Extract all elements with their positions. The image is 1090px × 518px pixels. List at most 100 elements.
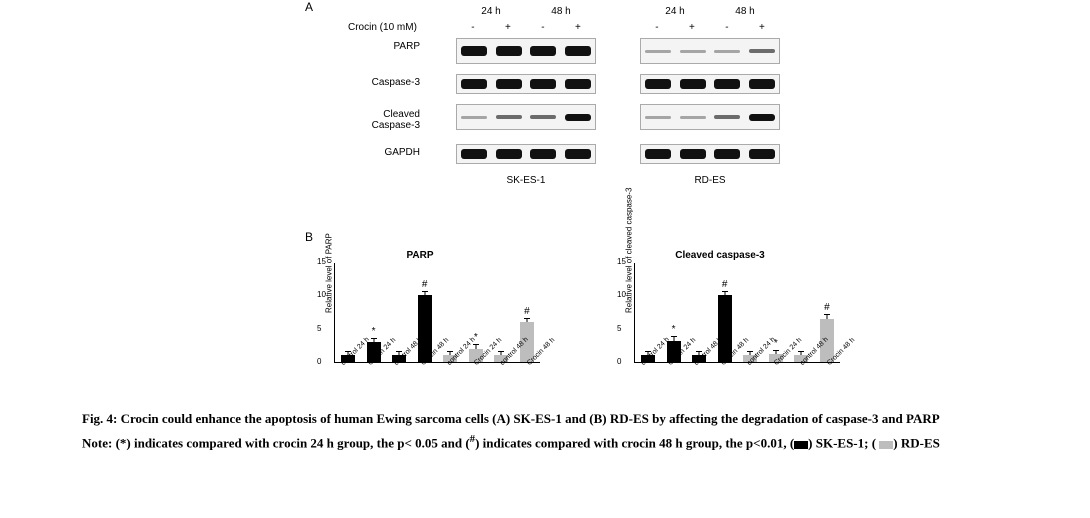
x-tick-label: Crocin 48 h	[526, 352, 541, 367]
y-tick: 0	[617, 357, 621, 366]
row-label-ccasp3: Cleaved Caspase-3	[310, 110, 420, 131]
x-tick-label: control 48 h	[499, 352, 514, 367]
treatment-signs-rd: - + - +	[640, 22, 780, 33]
band	[461, 149, 487, 159]
th-24: 24 h	[481, 6, 500, 17]
x-tick-label: Crocin 24 h	[773, 352, 788, 367]
cell-line-sk: SK-ES-1	[456, 175, 596, 186]
error-cap	[722, 291, 728, 292]
error-bar	[475, 345, 476, 348]
band	[565, 114, 591, 121]
y-tick: 10	[617, 290, 626, 299]
error-cap	[773, 350, 779, 351]
treatment-row-label: Crocin (10 mM)	[348, 22, 417, 33]
band	[680, 149, 706, 159]
y-tick: 15	[617, 257, 626, 266]
band	[530, 149, 556, 159]
swatch-rd-icon	[879, 441, 893, 449]
blot-sk-casp3	[456, 74, 596, 94]
x-tick-label: control 48 h	[693, 352, 708, 367]
x-tick-label: control 48 h	[799, 352, 814, 367]
band	[645, 149, 671, 159]
band	[461, 79, 487, 89]
row-label-gapdh: GAPDH	[310, 148, 420, 159]
band	[645, 50, 671, 53]
x-tick-label: Crocin 24 h	[367, 352, 382, 367]
row-label-parp: PARP	[310, 42, 420, 53]
band	[645, 116, 671, 119]
band	[530, 79, 556, 89]
band	[565, 46, 591, 56]
band	[530, 46, 556, 56]
significance-marker: *	[372, 326, 376, 337]
error-cap	[798, 351, 804, 352]
error-cap	[473, 344, 479, 345]
x-tick-label: control 24 h	[340, 352, 355, 367]
time-headers-sk: 24 h 48 h	[456, 6, 596, 17]
error-cap	[671, 336, 677, 337]
band	[680, 116, 706, 119]
band	[680, 50, 706, 53]
panel-b-label: B	[305, 230, 313, 244]
caption-note: Note: (*) indicates compared with crocin…	[82, 432, 982, 453]
blot-sk-ccasp3	[456, 104, 596, 130]
band	[714, 115, 740, 119]
error-bar	[724, 292, 725, 295]
chart-title: Cleaved caspase-3	[600, 250, 840, 261]
error-cap	[524, 318, 530, 319]
error-bar	[826, 315, 827, 318]
band	[496, 79, 522, 89]
x-tick-label: Crocin 48 h	[420, 352, 435, 367]
y-tick: 15	[317, 257, 326, 266]
error-bar	[526, 319, 527, 322]
y-tick: 5	[617, 324, 621, 333]
blot-rd-ccasp3	[640, 104, 780, 130]
band	[714, 79, 740, 89]
th-48-r: 48 h	[735, 6, 754, 17]
error-bar	[673, 337, 674, 340]
significance-marker: #	[824, 302, 830, 313]
y-axis-label: Relative level of PARP	[325, 233, 334, 313]
cell-line-rd: RD-ES	[640, 175, 780, 186]
band	[565, 149, 591, 159]
time-headers-rd: 24 h 48 h	[640, 6, 780, 17]
th-48: 48 h	[551, 6, 570, 17]
error-bar	[424, 292, 425, 295]
row-label-casp3: Caspase-3	[310, 78, 420, 89]
x-tick-label: control 48 h	[393, 352, 408, 367]
blot-sk-parp	[456, 38, 596, 64]
error-cap	[747, 351, 753, 352]
band	[496, 115, 522, 119]
band	[714, 149, 740, 159]
error-cap	[371, 338, 377, 339]
x-tick-label: control 24 h	[640, 352, 655, 367]
x-tick-label: Crocin 24 h	[473, 352, 488, 367]
band	[461, 46, 487, 56]
band	[749, 49, 775, 53]
panel-a-blots: 24 h 48 h 24 h 48 h Crocin (10 mM) - + -…	[310, 0, 860, 200]
y-tick: 0	[317, 357, 321, 366]
th-24-r: 24 h	[665, 6, 684, 17]
band	[530, 115, 556, 119]
caption-title: Fig. 4: Crocin could enhance the apoptos…	[82, 410, 982, 428]
treatment-signs-sk: - + - +	[456, 22, 596, 33]
error-cap	[422, 291, 428, 292]
band	[496, 149, 522, 159]
band	[645, 79, 671, 89]
error-cap	[824, 314, 830, 315]
band	[461, 116, 487, 119]
band	[565, 79, 591, 89]
chart-title: PARP	[300, 250, 540, 261]
significance-marker: #	[524, 306, 530, 317]
chart-cleaved-caspase3: Cleaved caspase-3Relative level of cleav…	[600, 250, 840, 390]
x-labels: control 24 hCrocin 24 hcontrol 48 hCroci…	[640, 354, 840, 369]
significance-marker: *	[672, 324, 676, 335]
band	[749, 149, 775, 159]
chart-parp: PARPRelative level of PARP051015*#*#cont…	[300, 250, 540, 390]
swatch-sk-icon	[794, 441, 808, 449]
y-tick: 10	[317, 290, 326, 299]
band	[496, 46, 522, 56]
panel-b-charts: PARPRelative level of PARP051015*#*#cont…	[300, 250, 860, 400]
band	[714, 50, 740, 53]
blot-rd-parp	[640, 38, 780, 64]
